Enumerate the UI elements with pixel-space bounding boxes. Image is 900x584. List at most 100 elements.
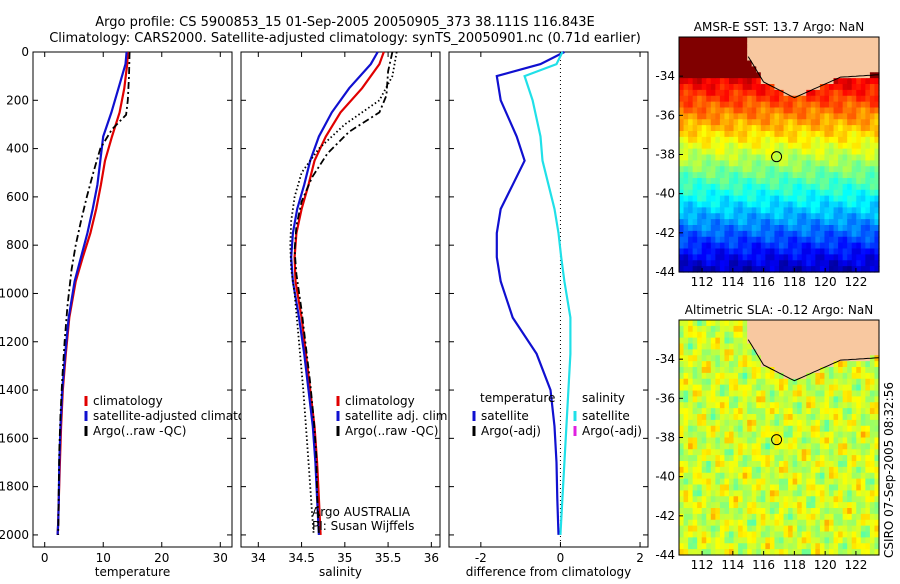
map-cell	[706, 142, 712, 150]
map-cell	[806, 425, 812, 433]
map-cell	[706, 419, 712, 427]
map-cell	[860, 461, 866, 468]
map-cell	[829, 355, 835, 362]
map-cell	[724, 449, 730, 456]
map-cell	[724, 236, 730, 244]
map-cell	[692, 189, 698, 197]
map-cell	[819, 201, 826, 208]
map-cell	[783, 390, 789, 397]
map-cell	[856, 95, 862, 103]
map-cell	[829, 437, 835, 444]
map-cell	[856, 89, 862, 97]
map-cell	[829, 172, 835, 179]
map-cell	[833, 195, 839, 203]
map-cell	[833, 48, 839, 56]
map-cell	[860, 42, 866, 50]
map-cell	[765, 390, 771, 397]
map-cell	[815, 148, 821, 156]
map-cell	[715, 349, 721, 356]
map-cell	[692, 519, 698, 527]
map-cell	[779, 490, 785, 497]
map-cell	[774, 349, 780, 356]
map-cell	[706, 408, 712, 415]
map-cell	[738, 207, 744, 214]
map-cell	[815, 331, 821, 339]
map-cell	[724, 455, 730, 462]
map-cell	[806, 260, 812, 267]
map-cell	[692, 525, 698, 533]
map-cell	[769, 125, 776, 132]
map-cell	[742, 136, 748, 144]
map-cell	[810, 390, 816, 397]
map-cell	[783, 207, 789, 214]
map-cell	[742, 213, 748, 220]
map-cell	[756, 101, 762, 109]
map-cell	[688, 508, 694, 515]
map-cell	[774, 419, 780, 427]
map-cell	[860, 367, 866, 374]
map-cell	[724, 84, 730, 91]
map-cell	[797, 478, 803, 486]
map-cell	[819, 443, 826, 450]
map-cell	[806, 178, 812, 185]
map-cell	[692, 119, 698, 126]
map-cell	[719, 236, 726, 244]
map-cell	[679, 178, 685, 185]
map-cell	[742, 178, 748, 185]
map-cell	[710, 113, 716, 120]
map-cell	[733, 437, 739, 444]
map-cell	[710, 142, 716, 150]
map-cell	[851, 101, 857, 109]
map-cell	[815, 472, 821, 480]
map-cell	[756, 183, 762, 191]
map-cell	[751, 230, 757, 238]
map-cell	[679, 242, 685, 250]
map-cell	[869, 449, 876, 456]
map-cell	[765, 378, 771, 386]
map-cell	[774, 496, 780, 503]
map-cell	[756, 248, 762, 255]
map-cell	[706, 372, 712, 380]
map-cell	[747, 349, 753, 356]
map-cell	[710, 183, 716, 191]
map-cell	[715, 496, 721, 503]
map-cell	[742, 443, 748, 450]
map-cell	[760, 178, 766, 185]
map-cell	[810, 349, 816, 356]
map-cell	[738, 525, 744, 533]
map-cell	[765, 337, 771, 345]
map-cell	[701, 484, 707, 491]
map-cell	[765, 455, 771, 462]
map-cell	[874, 66, 880, 73]
map-cell	[697, 508, 703, 515]
map-cell	[715, 113, 721, 120]
map-cell	[719, 543, 726, 550]
map-cell	[847, 119, 853, 126]
map-cell	[774, 472, 780, 480]
map-cell	[733, 131, 739, 138]
map-cell	[683, 125, 689, 132]
map-cell	[774, 84, 780, 91]
map-cell	[856, 166, 862, 173]
map-cell	[788, 236, 794, 244]
map-cell	[810, 343, 816, 350]
map-cell	[710, 320, 716, 327]
map-cell	[815, 466, 821, 474]
map-cell	[806, 484, 812, 491]
map-cell	[769, 402, 776, 409]
map-cell	[738, 502, 744, 509]
map-cell	[742, 201, 748, 208]
map-cell	[765, 84, 771, 91]
map-cell	[860, 519, 866, 527]
map-cell	[697, 89, 703, 97]
map-cell	[788, 78, 794, 85]
map-cell	[860, 48, 866, 56]
map-cell	[679, 349, 685, 356]
map-cell	[851, 408, 857, 415]
map-cell	[860, 172, 866, 179]
map-cell	[769, 537, 776, 544]
map-cell	[760, 254, 766, 261]
map-cell	[715, 537, 721, 544]
map-cell	[847, 89, 853, 97]
map-cell	[838, 207, 844, 214]
